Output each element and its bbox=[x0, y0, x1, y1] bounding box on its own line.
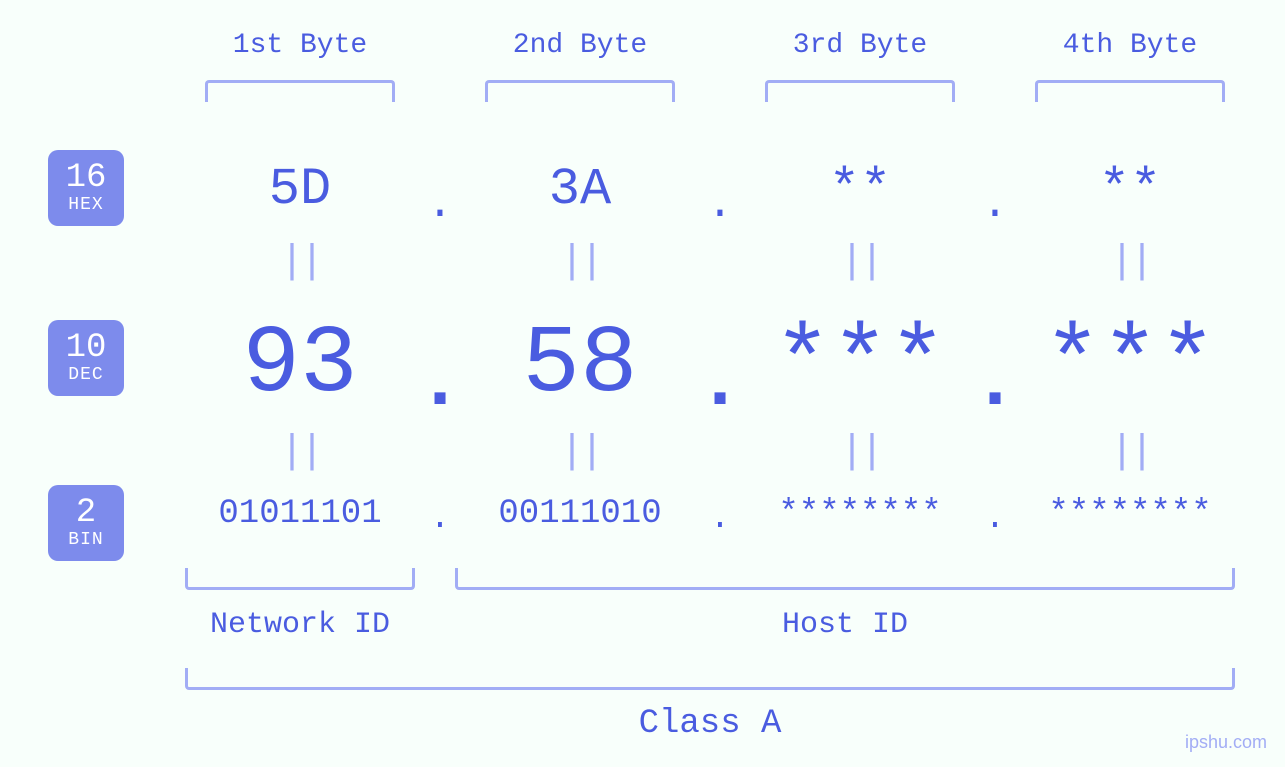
bin-byte-2: 00111010 bbox=[498, 495, 661, 533]
byte-header-4: 4th Byte bbox=[1063, 30, 1197, 61]
dot-separator: . bbox=[697, 340, 744, 428]
hex-byte-4: ** bbox=[1099, 160, 1161, 219]
bracket-network-id bbox=[185, 568, 415, 590]
top-bracket-byte-2 bbox=[485, 80, 675, 102]
dot-separator: . bbox=[710, 500, 730, 538]
badge-dec-label: DEC bbox=[68, 366, 103, 385]
dot-separator: . bbox=[982, 180, 1008, 230]
equals-glyph: || bbox=[280, 240, 320, 285]
label-class: Class A bbox=[639, 705, 782, 743]
ip-diagram: 16 HEX 10 DEC 2 BIN 1st Byte 2nd Byte 3r… bbox=[0, 0, 1285, 767]
top-bracket-byte-4 bbox=[1035, 80, 1225, 102]
dot-separator: . bbox=[707, 180, 733, 230]
label-host-id: Host ID bbox=[782, 608, 908, 642]
equals-glyph: || bbox=[280, 430, 320, 475]
badge-dec-number: 10 bbox=[66, 331, 107, 367]
badge-hex-number: 16 bbox=[66, 161, 107, 197]
bin-byte-4: ******** bbox=[1048, 495, 1211, 533]
dec-byte-3: *** bbox=[774, 310, 947, 419]
watermark: ipshu.com bbox=[1185, 732, 1267, 753]
badge-dec: 10 DEC bbox=[48, 320, 124, 396]
badge-hex-label: HEX bbox=[68, 196, 103, 215]
equals-glyph: || bbox=[560, 430, 600, 475]
dot-separator: . bbox=[430, 500, 450, 538]
badge-bin-number: 2 bbox=[76, 496, 96, 532]
equals-glyph: || bbox=[840, 430, 880, 475]
bracket-class bbox=[185, 668, 1235, 690]
equals-glyph: || bbox=[1110, 240, 1150, 285]
dot-separator: . bbox=[985, 500, 1005, 538]
badge-bin: 2 BIN bbox=[48, 485, 124, 561]
byte-header-3: 3rd Byte bbox=[793, 30, 927, 61]
dec-byte-2: 58 bbox=[522, 310, 637, 419]
bin-byte-1: 01011101 bbox=[218, 495, 381, 533]
top-bracket-byte-3 bbox=[765, 80, 955, 102]
dec-byte-1: 93 bbox=[242, 310, 357, 419]
hex-byte-3: ** bbox=[829, 160, 891, 219]
equals-glyph: || bbox=[840, 240, 880, 285]
badge-bin-label: BIN bbox=[68, 531, 103, 550]
hex-byte-2: 3A bbox=[549, 160, 611, 219]
equals-glyph: || bbox=[1110, 430, 1150, 475]
dot-separator: . bbox=[972, 340, 1019, 428]
dot-separator: . bbox=[427, 180, 453, 230]
dot-separator: . bbox=[417, 340, 464, 428]
badge-hex: 16 HEX bbox=[48, 150, 124, 226]
bracket-host-id bbox=[455, 568, 1235, 590]
label-network-id: Network ID bbox=[210, 608, 390, 642]
dec-byte-4: *** bbox=[1044, 310, 1217, 419]
bin-byte-3: ******** bbox=[778, 495, 941, 533]
byte-header-2: 2nd Byte bbox=[513, 30, 647, 61]
byte-header-1: 1st Byte bbox=[233, 30, 367, 61]
equals-glyph: || bbox=[560, 240, 600, 285]
hex-byte-1: 5D bbox=[269, 160, 331, 219]
top-bracket-byte-1 bbox=[205, 80, 395, 102]
